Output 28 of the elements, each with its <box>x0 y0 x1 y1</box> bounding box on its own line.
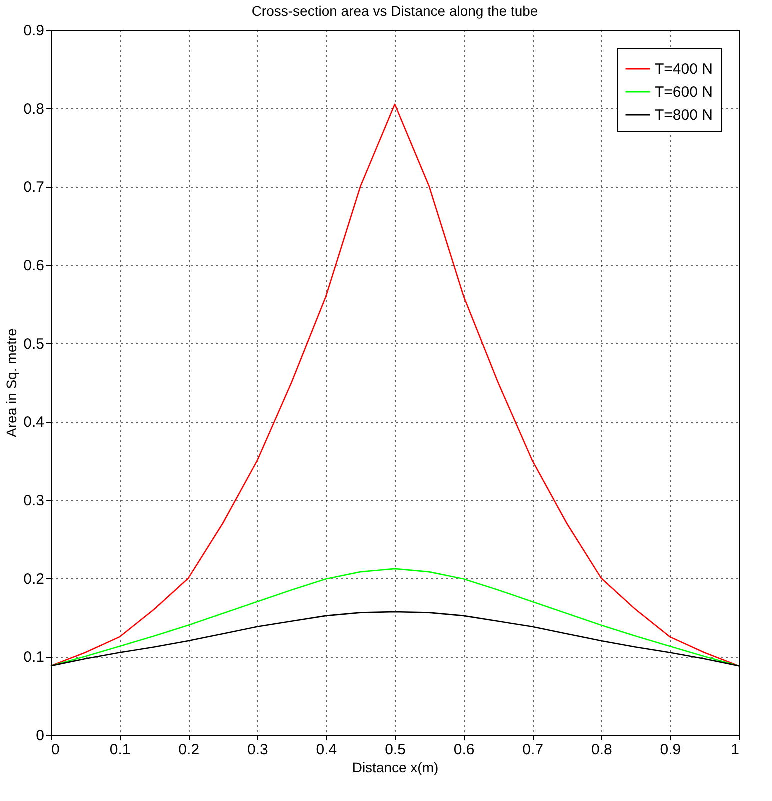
x-tick-label: 0.8 <box>591 742 612 758</box>
legend-label: T=600 N <box>655 84 713 101</box>
x-axis-title: Distance x(m) <box>352 760 439 776</box>
x-tick-label: 0.9 <box>660 742 682 758</box>
x-tick-label: 0.3 <box>247 742 268 758</box>
x-tick-label: 0.6 <box>454 742 475 758</box>
x-tick-label: 0.7 <box>522 742 544 758</box>
legend-label: T=400 N <box>655 61 713 78</box>
y-tick-label: 0 <box>36 728 44 744</box>
line-series <box>50 104 740 667</box>
y-tick-label: 0.6 <box>24 258 44 274</box>
y-axis-title: Area in Sq. metre <box>4 328 20 438</box>
x-tick-label: 0.1 <box>110 742 131 758</box>
x-tick-label: 0.4 <box>316 742 338 758</box>
y-tick-label: 0.5 <box>24 336 44 353</box>
y-tick-label: 0.9 <box>24 22 44 40</box>
x-tick-label: 0 <box>52 742 60 758</box>
y-tick-label: 0.2 <box>24 570 44 588</box>
y-tick-label: 0.3 <box>24 492 44 510</box>
x-tick-label: 0.5 <box>385 742 406 758</box>
x-tick-label: 0.2 <box>178 742 200 758</box>
chart-title: Cross-section area vs Distance along the tube <box>252 3 538 19</box>
y-tick-label: 0.8 <box>24 100 44 118</box>
y-tick-label: 0.1 <box>24 649 44 666</box>
y-tick-label: 0.4 <box>24 414 44 432</box>
y-tick-label: 0.7 <box>24 179 44 196</box>
x-tick-label: 1 <box>731 742 740 758</box>
legend-label: T=800 N <box>655 107 713 124</box>
